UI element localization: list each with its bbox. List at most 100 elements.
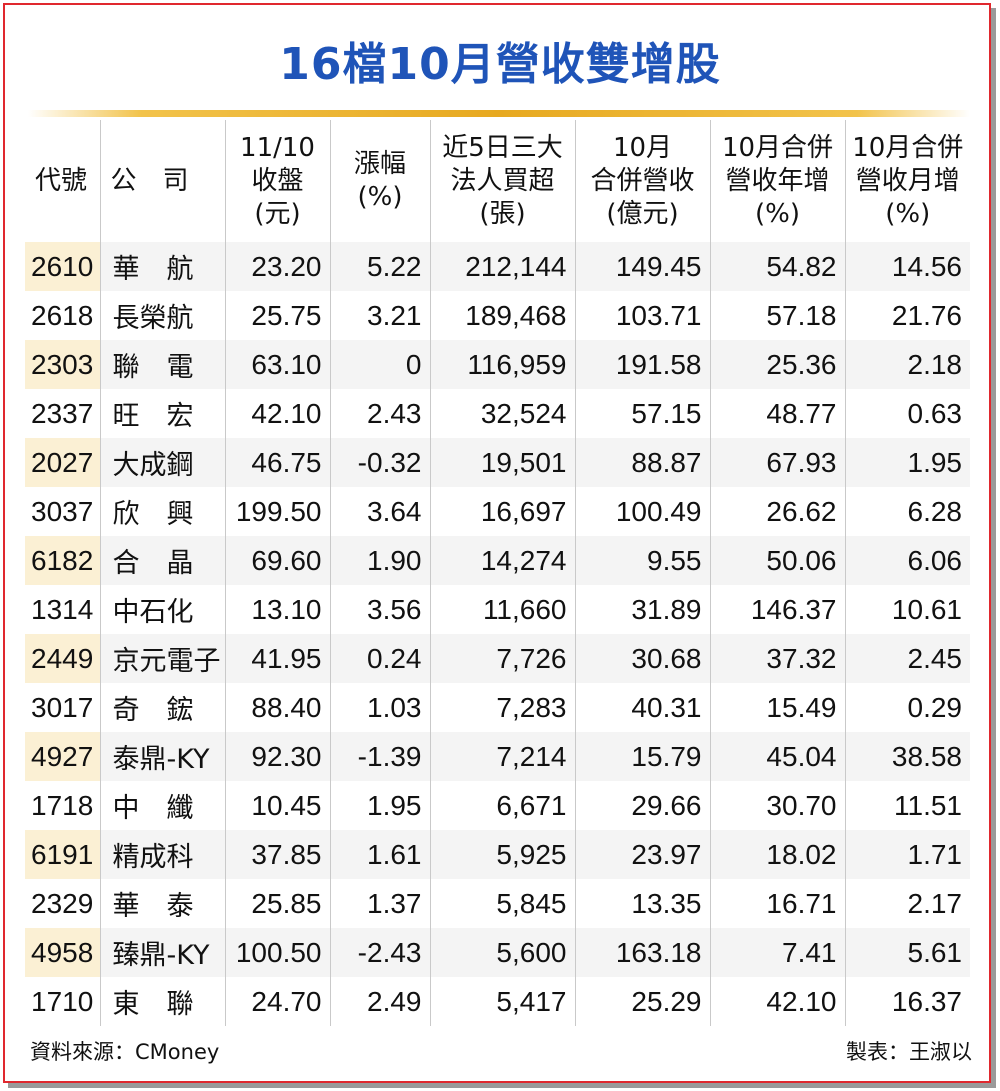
cell-net-buy: 189,468 (429, 291, 575, 340)
cell-code: 2337 (31, 397, 94, 429)
cell-close: 23.20 (224, 242, 330, 291)
cell-name: 長榮航 (99, 291, 225, 340)
cell-yoy: 18.02 (709, 830, 845, 879)
table-row: 6191 精成科 37.85 1.61 5,925 23.97 18.02 1.71 (25, 830, 970, 879)
cell-yoy: 146.37 (709, 585, 845, 634)
cell-code: 2449 (25, 634, 100, 683)
cell-net-buy: 5,417 (429, 977, 575, 1026)
cell-mom: 2.17 (844, 879, 970, 928)
header-line: (元) (254, 198, 301, 229)
cell-close: 24.70 (224, 977, 330, 1026)
table-row: 2329 華 泰 25.85 1.37 5,845 13.35 16.71 2.17 (25, 879, 970, 928)
header-yoy: 10月合併 營收年增 (%) (709, 120, 845, 242)
header-net-buy: 近5日三大 法人買超 (張) (429, 120, 575, 242)
cell-name: 臻鼎-KY (99, 928, 225, 977)
header-line: 11/10 (240, 132, 315, 163)
cell-code: 6182 (25, 536, 100, 585)
header-company: 公 司 (99, 120, 225, 242)
cell-code: 2303 (25, 340, 100, 389)
table-header: 代號公 司 11/10 收盤 (元) 漲幅 (%) 近5日三大 法人買超 (張) 10月 合併營收(… (25, 120, 970, 242)
cell-change: 3.56 (329, 585, 430, 634)
table-row: 1718 中 纖 10.45 1.95 6,671 29.66 30.70 11.51 (25, 781, 970, 830)
cell-revenue: 191.58 (574, 340, 710, 389)
header-line: 近5日三大 (442, 132, 563, 163)
table-body: 2610 華 航 23.20 5.22 212,144 149.45 54.82 14.56 2… (25, 242, 970, 1026)
cell-change: -1.39 (329, 732, 430, 781)
cell-change: 3.64 (329, 487, 430, 536)
header-line: 代號 (35, 165, 88, 196)
cell-code: 3017 (31, 691, 94, 723)
cell-change: -0.32 (329, 438, 430, 487)
cell-mom: 0.29 (844, 683, 970, 732)
cell-mom: 38.58 (844, 732, 970, 781)
cell-code: 2618 (31, 299, 94, 331)
cell-net-buy: 7,726 (429, 634, 575, 683)
table-row: 2303 聯 電 63.10 0 116,959 191.58 25.36 2.18 (25, 340, 970, 389)
cell-yoy: 37.32 (709, 634, 845, 683)
table-row: 1314 中石化 13.10 3.56 11,660 31.89 146.37 10.61 (25, 585, 970, 634)
table-row: 2610 華 航 23.20 5.22 212,144 149.45 54.82 14.56 (25, 242, 970, 291)
cell-change: 2.49 (329, 977, 430, 1026)
cell-net-buy: 6,671 (429, 781, 575, 830)
cell-mom: 1.71 (844, 830, 970, 879)
table-row: 2449 京元電子 41.95 0.24 7,726 30.68 37.32 2.45 (25, 634, 970, 683)
cell-yoy: 15.49 (709, 683, 845, 732)
header-line: 營收年增 (725, 165, 830, 196)
cell-revenue: 29.66 (574, 781, 710, 830)
cell-change: 1.37 (329, 879, 430, 928)
header-change: 漲幅 (%) (329, 120, 430, 242)
cell-revenue: 103.71 (574, 291, 710, 340)
cell-name: 奇 鋐 (99, 683, 225, 732)
table-row: 6182 合 晶 69.60 1.90 14,274 9.55 50.06 6.06 (25, 536, 970, 585)
cell-mom: 6.06 (844, 536, 970, 585)
cell-yoy: 48.77 (709, 389, 845, 438)
cell-mom: 0.63 (844, 389, 970, 438)
source-note: 資料來源：CMoney (30, 1040, 220, 1064)
cell-mom: 10.61 (844, 585, 970, 634)
table-row: 2337 旺 宏 42.10 2.43 32,524 57.15 48.77 0.63 (25, 389, 970, 438)
cell-name: 合 晶 (99, 536, 225, 585)
cell-close: 63.10 (224, 340, 330, 389)
cell-close: 100.50 (224, 928, 330, 977)
table-row: 4958 臻鼎-KY 100.50 -2.43 5,600 163.18 7.41 5.61 (25, 928, 970, 977)
cell-code: 1314 (31, 593, 94, 625)
cell-yoy: 30.70 (709, 781, 845, 830)
cell-yoy: 45.04 (709, 732, 845, 781)
header-line: 漲幅 (353, 149, 406, 179)
cell-change: 1.61 (329, 830, 430, 879)
cell-yoy: 57.18 (709, 291, 845, 340)
cell-close: 41.95 (224, 634, 330, 683)
header-mom: 10月合併 營收月增 (%) (844, 120, 970, 242)
cell-mom: 21.76 (844, 291, 970, 340)
cell-code: 4958 (25, 928, 100, 977)
cell-yoy: 16.71 (709, 879, 845, 928)
cell-revenue: 40.31 (574, 683, 710, 732)
frame-shadow-bottom (8, 1083, 996, 1088)
frame-shadow-right (991, 8, 996, 1088)
cell-close: 42.10 (224, 389, 330, 438)
table-row: 3037 欣 興 199.50 3.64 16,697 100.49 26.62 6.28 (25, 487, 970, 536)
cell-change: 2.43 (329, 389, 430, 438)
cell-mom: 5.61 (844, 928, 970, 977)
cell-mom: 11.51 (844, 781, 970, 830)
cell-code: 2027 (25, 438, 100, 487)
cell-revenue: 25.29 (574, 977, 710, 1026)
cell-code: 1718 (31, 789, 94, 821)
cell-code: 1710 (31, 985, 94, 1017)
cell-net-buy: 11,660 (429, 585, 575, 634)
header-line: 合併營收 (590, 165, 695, 196)
cell-revenue: 9.55 (574, 536, 710, 585)
cell-revenue: 30.68 (574, 634, 710, 683)
cell-close: 88.40 (224, 683, 330, 732)
cell-change: 5.22 (329, 242, 430, 291)
cell-close: 25.75 (224, 291, 330, 340)
header-line: 10月合併 (852, 132, 964, 163)
cell-net-buy: 32,524 (429, 389, 575, 438)
cell-yoy: 67.93 (709, 438, 845, 487)
cell-revenue: 88.87 (574, 438, 710, 487)
cell-code: 2329 (31, 887, 94, 919)
cell-mom: 6.28 (844, 487, 970, 536)
cell-name: 大成鋼 (99, 438, 225, 487)
cell-mom: 1.95 (844, 438, 970, 487)
page-frame (3, 3, 991, 1083)
